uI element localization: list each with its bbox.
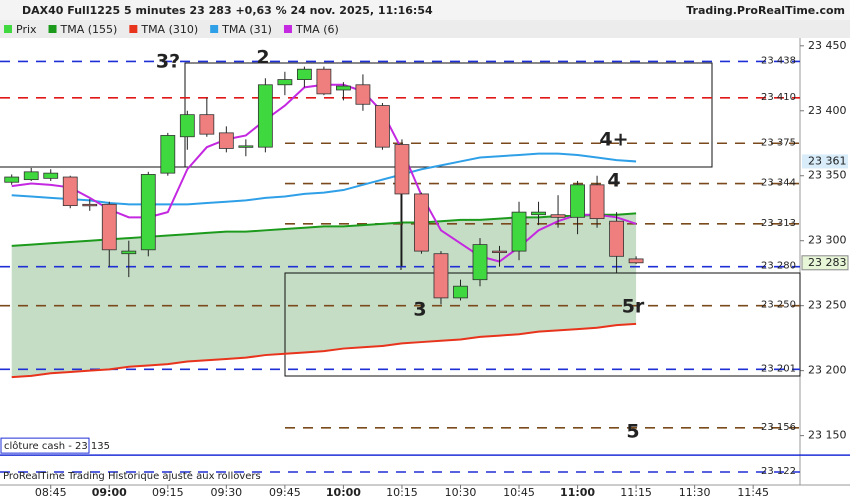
candle-body	[140, 174, 156, 251]
x-tick-label: 10:00	[326, 486, 361, 499]
x-tick-label: 11:15	[620, 486, 652, 499]
candle-body	[218, 132, 234, 149]
candle-body	[199, 114, 215, 135]
x-tick-label: 11:30	[679, 486, 711, 499]
last-value-label: 23 361	[808, 154, 847, 167]
candle-body	[82, 203, 98, 207]
candle-body	[531, 211, 546, 216]
candle-body	[296, 68, 312, 80]
legend-swatch	[129, 25, 138, 33]
level-label: 23 313	[761, 218, 796, 229]
y-tick-label: 23 350	[808, 169, 847, 182]
level-label: 23 438	[761, 55, 796, 66]
annotation: 4+	[599, 129, 628, 151]
annotation: 5	[626, 421, 639, 443]
annotation: 2	[256, 47, 269, 69]
x-tick-label: 09:00	[92, 486, 127, 499]
x-tick-label: 09:45	[269, 486, 301, 499]
candle-body	[238, 145, 254, 148]
x-tick-label: 10:15	[386, 486, 418, 499]
candle-body	[511, 211, 527, 252]
candle-body	[4, 176, 20, 183]
candle-body	[336, 85, 351, 91]
x-tick-label: 08:45	[35, 486, 67, 499]
legend-label: Prix	[16, 23, 37, 36]
zone-box	[284, 272, 801, 377]
annotation: 3?	[156, 51, 180, 73]
x-tick-label: 09:30	[210, 486, 242, 499]
legend-swatch	[48, 25, 57, 33]
level-label: 23 375	[761, 137, 796, 148]
y-tick-label: 23 200	[808, 364, 847, 377]
candle-body	[609, 220, 624, 257]
candle-body	[179, 114, 195, 138]
candle-body	[570, 184, 585, 218]
candle-body	[589, 184, 605, 220]
ma-line	[11, 322, 637, 379]
candle-body	[316, 68, 332, 95]
level-label: 23 280	[761, 261, 796, 272]
chart-title: DAX40 Full1225 5 minutes 23 283 +0,63 % …	[22, 4, 433, 17]
level-label: 23 156	[761, 422, 796, 433]
last-value-box	[802, 154, 848, 169]
annotation: 4	[607, 170, 620, 192]
candle-body	[121, 250, 137, 255]
level-label: 23 250	[761, 300, 796, 311]
close-cash-box	[0, 437, 90, 454]
y-tick-label: 23 300	[808, 234, 847, 247]
legend-swatch	[4, 25, 12, 33]
candle-body	[550, 214, 566, 218]
candle-body	[43, 172, 59, 179]
candle-body	[277, 79, 293, 86]
legend-swatch	[283, 25, 292, 33]
candle-body	[23, 171, 39, 181]
candle-body	[375, 105, 390, 148]
x-tick-label: 09:15	[152, 486, 184, 499]
level-label: 23 344	[761, 178, 796, 189]
candle-body	[257, 84, 273, 148]
y-tick-label: 23 250	[808, 299, 847, 312]
x-tick-label: 11:45	[737, 486, 769, 499]
annotation: 5r	[622, 296, 645, 318]
close-cash-label: clôture cash - 23 135	[4, 440, 110, 452]
x-tick-label: 11:00	[560, 486, 595, 499]
legend-label: TMA (31)	[221, 23, 272, 36]
legend-label: TMA (155)	[60, 23, 118, 36]
candle-body	[433, 253, 449, 299]
annotation: 3	[413, 299, 426, 321]
candle-body	[355, 84, 371, 105]
level-label: 23 201	[761, 363, 796, 374]
candle-body	[472, 244, 488, 281]
footer: ProRealTime Trading Historique ajusté au…	[3, 470, 261, 482]
legend-bar	[0, 20, 850, 38]
candle-body	[628, 258, 644, 264]
candle-body	[62, 176, 78, 207]
x-tick-label: 10:45	[503, 486, 535, 499]
price-box	[801, 255, 849, 271]
legend-label: TMA (6)	[295, 23, 339, 36]
candle-body	[101, 203, 117, 251]
ma-line	[11, 152, 637, 206]
level-label: 23 122	[761, 466, 796, 477]
level-label: 23 410	[761, 92, 796, 103]
candle-body	[492, 250, 507, 254]
candle-body	[453, 285, 468, 299]
candle-body	[160, 135, 176, 174]
y-tick-label: 23 150	[808, 429, 847, 442]
source: Trading.ProRealTime.com	[686, 4, 845, 17]
y-tick-label: 23 450	[808, 39, 847, 52]
legend-label: TMA (310)	[140, 23, 198, 36]
header-bar	[0, 0, 850, 20]
x-tick-label: 10:30	[445, 486, 477, 499]
y-tick-label: 23 400	[808, 104, 847, 117]
candle-body	[394, 144, 410, 195]
candle-body	[414, 193, 429, 252]
price-label: 23 283	[808, 256, 847, 269]
legend-swatch	[210, 25, 219, 33]
